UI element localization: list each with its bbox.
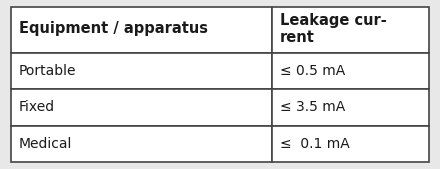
- Bar: [272, 126, 429, 162]
- Bar: [272, 53, 429, 89]
- Bar: [272, 7, 429, 53]
- Text: ≤ 0.5 mA: ≤ 0.5 mA: [280, 64, 345, 78]
- Text: Leakage cur-
rent: Leakage cur- rent: [280, 13, 387, 45]
- Text: ≤ 3.5 mA: ≤ 3.5 mA: [280, 100, 345, 114]
- Bar: [11, 89, 272, 126]
- Text: Portable: Portable: [19, 64, 77, 78]
- Bar: [11, 53, 272, 89]
- Text: Equipment / apparatus: Equipment / apparatus: [19, 21, 208, 36]
- Text: ≤  0.1 mA: ≤ 0.1 mA: [280, 137, 350, 151]
- Bar: [11, 7, 272, 53]
- Bar: [272, 89, 429, 126]
- Bar: [11, 126, 272, 162]
- Text: Medical: Medical: [19, 137, 72, 151]
- Text: Fixed: Fixed: [19, 100, 55, 114]
